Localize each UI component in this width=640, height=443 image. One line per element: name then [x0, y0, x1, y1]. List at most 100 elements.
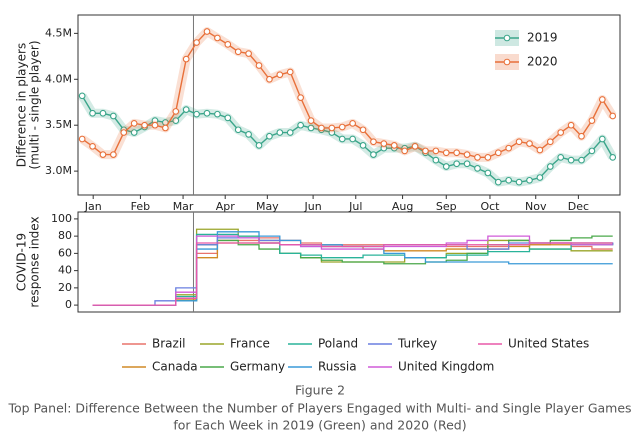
data-point	[193, 39, 200, 46]
data-point	[411, 142, 419, 150]
data-point	[203, 109, 211, 117]
y-tick-label: 3.0M	[45, 164, 72, 177]
data-point	[390, 142, 398, 149]
series-line	[81, 95, 614, 183]
x-tick-label: Aug	[392, 200, 413, 213]
data-point	[297, 121, 304, 129]
data-point	[609, 153, 617, 161]
x-tick-label: Feb	[131, 200, 150, 213]
data-point	[349, 135, 356, 143]
figure-label: Figure 2	[295, 383, 345, 398]
data-point	[318, 124, 325, 132]
legend-label: United States	[508, 337, 589, 351]
data-point	[203, 28, 211, 35]
data-point	[598, 96, 606, 103]
data-point	[120, 129, 128, 136]
data-point	[515, 178, 523, 186]
y-tick-label: 40	[58, 264, 72, 277]
legend-label: Brazil	[152, 337, 186, 351]
legend-marker	[503, 34, 511, 42]
y-tick-label: 3.5M	[45, 118, 72, 131]
data-point	[422, 147, 429, 155]
data-point	[536, 146, 544, 154]
data-point	[546, 138, 554, 146]
legend-label: Poland	[318, 337, 358, 351]
data-point	[338, 135, 346, 143]
series-line	[92, 231, 613, 306]
data-point	[99, 109, 107, 117]
data-point	[526, 140, 533, 147]
y-tick-label: 60	[58, 246, 72, 259]
data-point	[130, 120, 138, 127]
data-point	[255, 62, 263, 69]
data-point	[463, 160, 471, 168]
data-point	[536, 174, 544, 181]
data-point	[307, 124, 315, 132]
data-point	[141, 121, 148, 129]
y-tick-label: 100	[51, 212, 72, 225]
series-line	[92, 242, 613, 306]
data-point	[224, 114, 232, 122]
data-point	[245, 131, 252, 138]
x-tick-label: Mar	[173, 200, 194, 213]
data-point	[442, 163, 450, 170]
data-point	[515, 138, 523, 146]
data-point	[370, 151, 377, 158]
data-point	[588, 117, 596, 124]
x-tick-label: Jan	[84, 200, 102, 213]
data-point	[266, 132, 273, 140]
data-point	[567, 121, 575, 129]
data-point	[359, 126, 367, 134]
data-point	[484, 153, 492, 161]
legend-label: 2020	[527, 55, 558, 69]
legend-label: Germany	[230, 360, 285, 374]
x-tick-label: Jul	[348, 200, 362, 213]
x-tick-label: Nov	[525, 200, 547, 213]
x-tick-label: Dec	[568, 200, 589, 213]
data-point	[255, 142, 263, 149]
data-point	[401, 147, 409, 155]
data-point	[370, 138, 377, 146]
data-point	[266, 75, 273, 83]
data-point	[297, 94, 304, 102]
data-point	[505, 144, 513, 152]
y-axis-label: response index	[28, 216, 42, 307]
data-point	[442, 149, 450, 157]
legend-label: Russia	[318, 360, 357, 374]
data-point	[276, 71, 284, 79]
data-point	[526, 176, 533, 184]
data-point	[234, 126, 242, 134]
x-tick-label: Jun	[304, 200, 322, 213]
x-tick-label: May	[256, 200, 279, 213]
legend-label: United Kingdom	[398, 360, 494, 374]
series-line	[81, 30, 614, 159]
y-tick-label: 4.0M	[45, 72, 72, 85]
legend-marker	[503, 58, 511, 66]
data-point	[78, 92, 86, 100]
data-point	[505, 176, 513, 184]
data-point	[286, 68, 294, 76]
data-point	[193, 110, 200, 118]
data-point	[453, 149, 461, 157]
data-point	[474, 165, 481, 172]
data-point	[349, 120, 356, 127]
legend-label: France	[230, 337, 270, 351]
y-tick-label: 4.5M	[45, 26, 72, 39]
x-tick-label: Sep	[436, 200, 457, 213]
data-point	[110, 151, 117, 158]
data-point	[224, 41, 232, 48]
y-axis-label: (multi - single player)	[28, 40, 42, 169]
data-point	[172, 117, 180, 124]
data-point	[588, 147, 596, 155]
data-point	[172, 108, 180, 115]
data-point	[463, 151, 471, 158]
data-point	[557, 129, 565, 136]
data-point	[567, 156, 575, 164]
data-point	[546, 163, 554, 170]
data-point	[432, 156, 440, 164]
data-point	[432, 147, 440, 155]
data-point	[110, 112, 117, 120]
data-point	[89, 142, 96, 150]
data-point	[380, 140, 388, 147]
